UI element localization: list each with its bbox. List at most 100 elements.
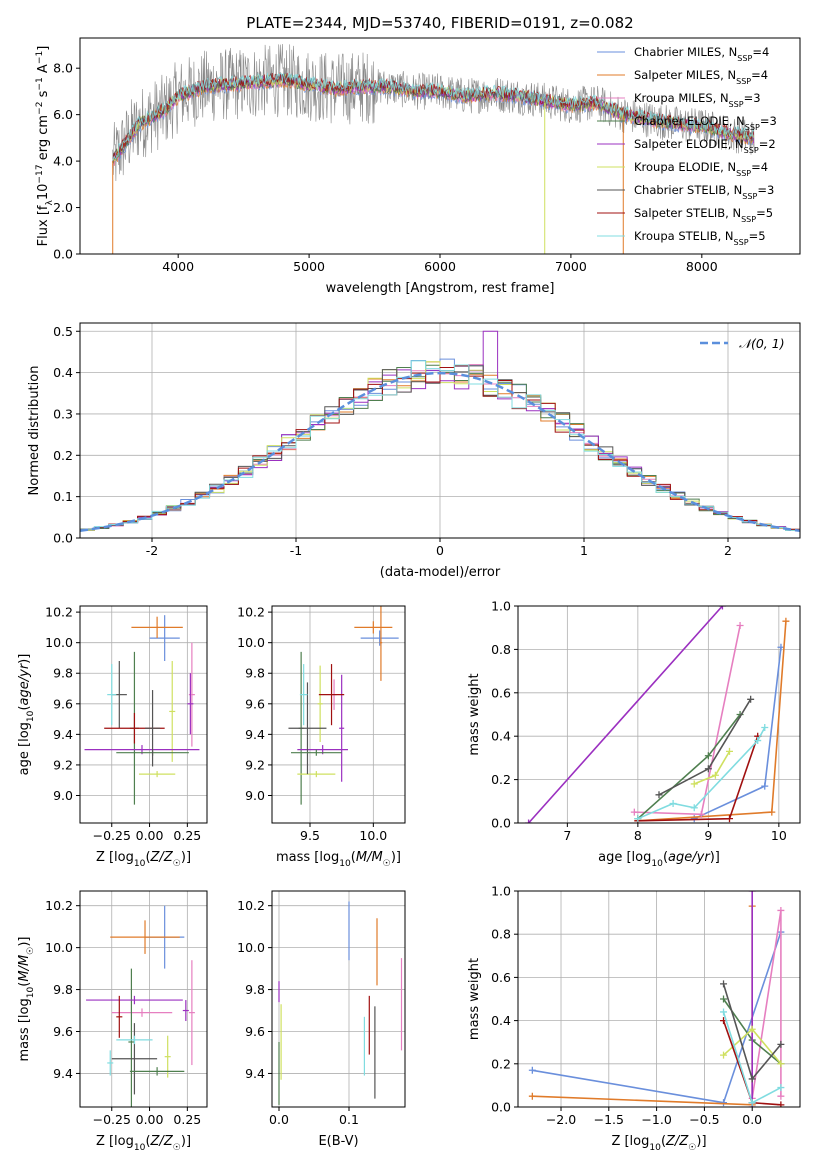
y-tick-label: 9.8 bbox=[53, 982, 73, 997]
errorbar-salpeter-elodie bbox=[187, 673, 194, 735]
legend-label-chabrier-miles: Chabrier MILES, NSSP=4 bbox=[634, 45, 769, 63]
x-tick-label: 9 bbox=[704, 828, 712, 843]
y-tick-label: 2.0 bbox=[53, 200, 73, 215]
y-tick-label: 0.0 bbox=[491, 1100, 511, 1115]
x-tick-label: 2 bbox=[724, 543, 732, 558]
x-tick-label: 10.0 bbox=[359, 828, 387, 843]
y-tick-label: 0.0 bbox=[491, 816, 511, 831]
errorbar-kroupa-elodie bbox=[317, 665, 323, 743]
plot-area bbox=[525, 606, 790, 823]
marker-kroupa-elodie bbox=[726, 747, 733, 755]
y-axis-label: Normed distribution bbox=[27, 366, 42, 496]
x-tick-label: 0 bbox=[436, 543, 444, 558]
y-tick-label: 10.0 bbox=[45, 940, 73, 955]
errorbar-salpeter-stelib bbox=[318, 664, 345, 726]
marker-chabrier-stelib bbox=[748, 1075, 756, 1083]
y-tick-label: 1.0 bbox=[491, 599, 511, 614]
marker-kroupa-stelib bbox=[748, 1099, 756, 1107]
plot-area bbox=[86, 905, 195, 1107]
x-tick-label: 0.1 bbox=[339, 1112, 359, 1127]
plot-area bbox=[528, 891, 785, 1107]
plot-area bbox=[288, 606, 399, 805]
y-tick-label: 0.2 bbox=[491, 772, 511, 787]
marker-kroupa-miles bbox=[777, 1092, 785, 1100]
errorbar-salpeter-elodie bbox=[339, 674, 345, 782]
y-tick-label: 10.2 bbox=[237, 898, 265, 913]
errorbar-salpeter-elodie bbox=[182, 1000, 189, 1022]
histogram-kroupa-stelib bbox=[80, 360, 800, 531]
y-tick-label: 10.0 bbox=[45, 635, 73, 650]
marker-salpeter-miles bbox=[528, 1092, 536, 1100]
y-tick-label: 9.4 bbox=[245, 1066, 265, 1081]
marker-kroupa-elodie bbox=[748, 1025, 756, 1033]
errorbar-kroupa-elodie bbox=[138, 771, 176, 778]
axes-frame bbox=[517, 605, 801, 824]
y-tick-label: 1.0 bbox=[491, 884, 511, 899]
legend-label-chabrier-elodie: Chabrier ELODIE, NSSP=3 bbox=[634, 114, 777, 132]
x-axis-label: wavelength [Angstrom, rest frame] bbox=[326, 281, 555, 296]
marker-kroupa-elodie bbox=[690, 780, 698, 788]
y-tick-label: 9.6 bbox=[53, 696, 73, 711]
x-axis-label: Z [log10(Z/Z☉)] bbox=[96, 1134, 191, 1153]
x-tick-label: 7000 bbox=[555, 259, 587, 274]
x-tick-label: 0.25 bbox=[173, 828, 201, 843]
x-axis-label: mass [log10(M/M☉)] bbox=[276, 850, 401, 869]
errorbar-salpeter-miles bbox=[110, 920, 180, 954]
y-tick-label: 0.6 bbox=[491, 970, 511, 985]
legend-label-kroupa-stelib: Kroupa STELIB, NSSP=5 bbox=[634, 229, 766, 247]
legend-label-salpeter-stelib: Salpeter STELIB, NSSP=5 bbox=[634, 206, 773, 224]
x-tick-label: 6000 bbox=[424, 259, 456, 274]
histogram-salpeter-stelib bbox=[80, 365, 800, 531]
legend-label-kroupa-elodie: Kroupa ELODIE, NSSP=4 bbox=[634, 160, 768, 178]
y-tick-label: 4.0 bbox=[53, 154, 73, 169]
errorbar-kroupa-stelib bbox=[107, 664, 117, 726]
axes-frame bbox=[517, 890, 801, 1108]
y-tick-label: 0.0 bbox=[53, 531, 73, 546]
axes-frame bbox=[271, 890, 406, 1108]
marker-kroupa-elodie bbox=[777, 1060, 785, 1068]
legend-label-salpeter-miles: Salpeter MILES, NSSP=4 bbox=[634, 68, 768, 86]
y-axis-label: Flux [fλ10−17 erg cm−2 s−1 A−1] bbox=[35, 46, 55, 247]
chart-residuals: 𝒩(0, 1) -2 -1 0 1 2 0.0 0.1 0.2 0.3 0.4 0.5 (data-mo… bbox=[27, 322, 801, 580]
marker-kroupa-miles bbox=[777, 906, 785, 914]
axes-frame bbox=[271, 605, 406, 824]
marker-salpeter-stelib bbox=[777, 1101, 785, 1107]
y-tick-label: 6.0 bbox=[53, 107, 73, 122]
x-tick-label: −2.0 bbox=[546, 1112, 576, 1127]
errorbar-chabrier-elodie bbox=[291, 749, 342, 756]
line-salpeter-elodie bbox=[528, 606, 723, 823]
marker-chabrier-stelib bbox=[720, 980, 728, 988]
y-tick-label: 9.6 bbox=[245, 696, 265, 711]
errorbar-kroupa-elodie bbox=[164, 1035, 171, 1078]
y-tick-label: 9.6 bbox=[53, 1024, 73, 1039]
errorbar-kroupa-miles bbox=[111, 1008, 173, 1017]
marker-kroupa-stelib bbox=[761, 724, 769, 732]
errorbar-chabrier-elodie bbox=[128, 968, 135, 1107]
errorbar-kroupa-miles bbox=[188, 960, 195, 1066]
marker-kroupa-stelib bbox=[754, 737, 762, 745]
y-tick-label: 9.8 bbox=[245, 982, 265, 997]
x-tick-label: −0.5 bbox=[689, 1112, 719, 1127]
x-tick-label: −0.25 bbox=[93, 1112, 131, 1127]
y-tick-label: 0.2 bbox=[53, 448, 73, 463]
errorbar-kroupa-elodie bbox=[169, 661, 176, 762]
y-axis-label: mass weight bbox=[467, 673, 482, 755]
x-tick-label: 0.25 bbox=[173, 1112, 201, 1127]
y-tick-label: 10.2 bbox=[237, 605, 265, 620]
y-tick-label: 10.0 bbox=[237, 940, 265, 955]
errorbar-kroupa-elodie bbox=[297, 771, 336, 778]
axes-frame bbox=[79, 890, 208, 1108]
marker-salpeter-stelib bbox=[726, 815, 733, 823]
y-tick-label: 0.1 bbox=[53, 489, 73, 504]
y-tick-label: 0.3 bbox=[53, 406, 73, 421]
x-tick-label: 8000 bbox=[686, 259, 718, 274]
marker-chabrier-stelib bbox=[704, 765, 712, 773]
errorbar-chabrier-elodie bbox=[129, 1067, 185, 1076]
y-tick-label: 9.2 bbox=[245, 757, 265, 772]
x-tick-label: 4000 bbox=[162, 259, 194, 274]
legend-label-chabrier-stelib: Chabrier STELIB, NSSP=3 bbox=[634, 183, 774, 201]
legend-label-salpeter-elodie: Salpeter ELODIE, NSSP=2 bbox=[634, 137, 776, 155]
marker-kroupa-stelib bbox=[634, 815, 642, 823]
y-tick-label: 10.0 bbox=[237, 635, 265, 650]
